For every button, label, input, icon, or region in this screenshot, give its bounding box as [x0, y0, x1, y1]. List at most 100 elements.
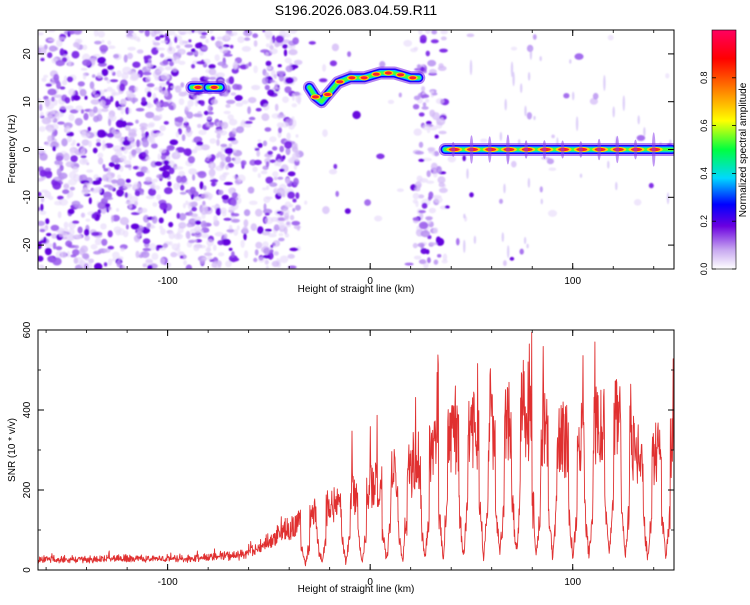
spectrogram-noise-blob [285, 147, 291, 156]
spectrogram-noise-blob [38, 255, 44, 262]
spectrogram-streak [469, 59, 473, 76]
spectrogram-noise-blob [210, 162, 214, 169]
spectrogram-noise-blob [231, 251, 235, 258]
spectrogram-noise-blob [277, 64, 282, 68]
spectrogram-noise-blob [219, 174, 227, 181]
spectrogram-noise-blob [267, 89, 275, 96]
spectrogram-noise-blob [205, 38, 209, 44]
colorbar-tick-label: 0.2 [699, 215, 709, 228]
spectrogram-noise-blob [99, 44, 109, 53]
spectrogram-noise-blob [235, 102, 244, 107]
spectrogram-noise-blob [335, 190, 340, 197]
spectrogram-noise-blob [47, 38, 56, 42]
spectrogram-noise-blob [220, 207, 227, 214]
spectrogram-noise-blob [174, 85, 182, 93]
spectrogram-noise-blob [113, 226, 122, 234]
spectrogram-noise-blob [103, 262, 108, 267]
spectrogram-noise-blob [61, 80, 68, 86]
spectrogram-noise-blob [183, 260, 188, 266]
spectrogram-noise-blob [145, 176, 152, 183]
spectrogram-noise-blob [68, 88, 76, 96]
spectrogram-noise-blob [193, 95, 200, 101]
spectrogram-noise-blob [39, 210, 47, 215]
spectrogram-noise-blob [135, 119, 139, 124]
spectrogram-noise-blob [164, 89, 169, 97]
spectrogram-noise-blob [322, 206, 330, 215]
spectrogram-noise-blob [144, 30, 150, 37]
spectrogram-noise-blob [436, 166, 442, 174]
spectrogram-noise-blob [52, 146, 56, 152]
spectrogram-noise-blob [88, 258, 95, 264]
spectrogram-streak [504, 98, 507, 111]
spectrogram-noise-blob [189, 186, 196, 194]
spectrogram-noise-blob [242, 226, 249, 234]
spectrogram-noise-blob [240, 239, 245, 248]
spectrogram-noise-blob [143, 214, 150, 223]
spectrogram-noise-blob [102, 144, 107, 149]
spectrogram-noise-blob [101, 108, 109, 112]
spectrogram-noise-blob [416, 175, 423, 182]
spectrogram-ridge-core [384, 71, 392, 75]
snr-y-tick-label: 0 [22, 567, 33, 573]
spectrogram-noise-blob [160, 72, 170, 81]
spectrogram-noise-blob [262, 254, 271, 259]
spectrogram-noise-blob [551, 134, 555, 139]
spectrogram-noise-blob [194, 49, 199, 56]
spectrogram-noise-blob [163, 208, 167, 214]
spectrogram-noise-blob [53, 73, 60, 82]
spectrogram-noise-blob [179, 48, 185, 55]
spectrogram-noise-blob [200, 100, 205, 107]
spectrogram-noise-blob [415, 181, 422, 189]
spectrogram-noise-blob [91, 74, 96, 78]
spectrogram-noise-blob [120, 247, 125, 252]
spectrogram-noise-blob [151, 252, 159, 260]
spectrogram-noise-blob [418, 221, 429, 230]
spectrogram-noise-blob [269, 38, 274, 47]
spectrogram-noise-blob [257, 173, 261, 179]
spectrogram-noise-blob [142, 139, 149, 148]
spectrogram-noise-blob [47, 88, 57, 96]
spectrogram-noise-blob [64, 97, 71, 104]
spectrogram-noise-blob [245, 63, 249, 69]
spectrogram-noise-blob [141, 151, 147, 157]
spectrogram-noise-blob [295, 134, 299, 138]
spectrogram-noise-blob [162, 59, 169, 65]
spectrogram-ridge-spread [615, 135, 620, 164]
spectrogram-noise-blob [295, 204, 301, 211]
spectrogram-noise-blob [69, 30, 75, 35]
spectrogram-noise-blob [43, 74, 49, 78]
spectrogram-noise-blob [379, 61, 386, 68]
spectrogram-noise-blob [67, 208, 75, 215]
spectrogram-noise-blob [224, 32, 230, 40]
spectrogram-noise-blob [66, 193, 71, 199]
spectrogram-noise-blob [199, 181, 204, 190]
spectrogram-noise-blob [333, 163, 338, 170]
spectrogram-noise-blob [279, 255, 289, 264]
spectrogram-noise-blob [244, 250, 249, 259]
spectrogram-noise-blob [116, 208, 120, 212]
colorbar-ticks: 0.0 0.2 0.4 0.6 0.8 [699, 72, 736, 275]
spectrogram-noise-blob [200, 220, 207, 229]
spectrogram-noise-blob [59, 86, 66, 90]
spectrogram-noise-blob [191, 30, 195, 33]
spectrogram-noise-blob [221, 238, 231, 246]
spectrogram-noise-blob [160, 228, 166, 236]
spectrogram-noise-blob [151, 143, 158, 149]
spectrogram-noise-blob [98, 187, 102, 193]
spectrogram-noise-blob [228, 76, 235, 85]
spectrogram-noise-blob [88, 57, 97, 62]
spectrogram-noise-blob [420, 230, 430, 238]
spectrogram-noise-blob [260, 170, 268, 175]
spectrogram-noise-blob [168, 43, 172, 48]
spectrogram-noise-blob [82, 253, 90, 260]
spectrogram-noise-blob [216, 139, 220, 146]
spectrogram-noise-blob [285, 77, 294, 84]
spectrogram-noise-blob [347, 51, 352, 57]
snr-y-tick-label: 200 [22, 481, 33, 498]
spectrogram-noise-blob [110, 172, 115, 177]
spectrogram-noise-blob [103, 168, 109, 172]
spectrogram-noise-blob [511, 160, 517, 168]
spectrogram-noise-blob [165, 262, 172, 268]
spectrogram-noise-blob [48, 45, 58, 52]
